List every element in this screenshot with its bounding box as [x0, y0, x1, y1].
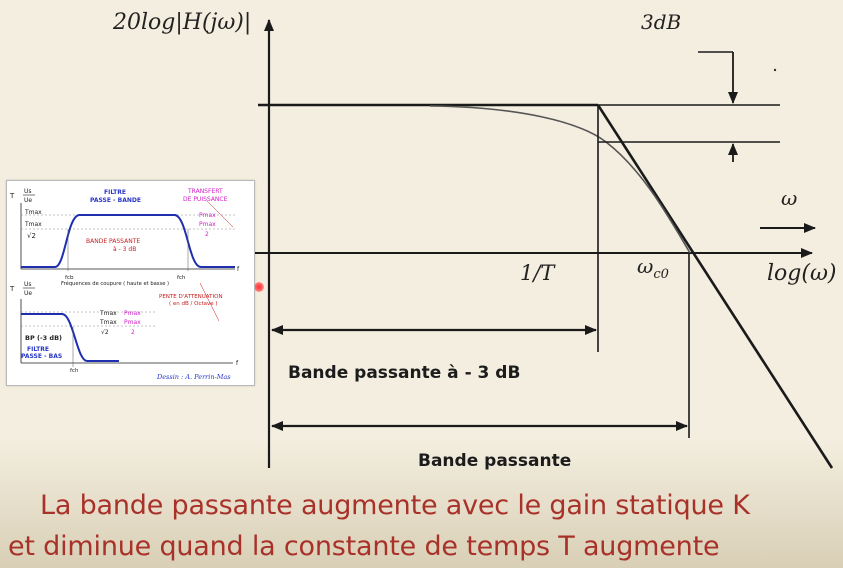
bot-tmax: Tmax: [99, 310, 117, 317]
bot-two: 2: [131, 329, 135, 336]
band-label: Bande passante: [418, 451, 571, 471]
bot-sqrt2: √2: [101, 329, 109, 336]
inset-signature: Dessin : A. Perrin-Mas: [156, 373, 231, 381]
bot-slope-1: PENTE D'ATTENUATION: [159, 294, 223, 300]
laser-pointer-dot: [254, 282, 264, 292]
top-f-axis: f: [237, 266, 240, 273]
bot-f-axis: f: [236, 360, 239, 367]
y-axis-label: 20log|H(jω)|: [112, 10, 251, 35]
background-fade: [0, 440, 843, 568]
top-t-den: Ue: [24, 197, 32, 204]
top-t-symbol: T: [9, 192, 15, 200]
top-tmax-frac: Tmax: [24, 221, 42, 228]
bot-slope-2: ( en dB / Octave ): [169, 301, 218, 307]
top-band-1: BANDE PASSANTE: [86, 238, 140, 245]
x-axis-label: log(ω): [767, 261, 836, 286]
top-transfer-2: DE PUISSANCE: [183, 196, 228, 203]
top-bandpass-curve: [21, 214, 235, 268]
top-pmax: Pmax: [199, 212, 216, 219]
top-fcb: fcb: [65, 275, 74, 281]
top-pmax-frac: Pmax: [199, 221, 216, 228]
caption-line-1: La bande passante augmente avec le gain …: [40, 490, 750, 521]
top-title-1: FILTRE: [104, 189, 126, 196]
bot-t-den: Ue: [24, 290, 32, 297]
inset-diagram: T Us Ue f FILTRE PASSE - BANDE TRANSFERT…: [9, 188, 240, 381]
breakpoint-label: 1/T: [520, 261, 556, 285]
bot-title-1: FILTRE: [27, 346, 49, 353]
inset-filter-figure: T Us Ue f FILTRE PASSE - BANDE TRANSFERT…: [6, 180, 255, 386]
small-mark: [773, 68, 777, 72]
top-band-2: à - 3 dB: [113, 246, 136, 253]
asymptote-slope: [596, 104, 834, 469]
top-title-2: PASSE - BANDE: [90, 197, 141, 204]
bot-lowpass-curve: [21, 313, 119, 362]
top-fch: fch: [177, 275, 186, 281]
band-3db-label: Bande passante à - 3 dB: [288, 363, 520, 383]
bot-fch: fch: [70, 368, 79, 374]
caption-line-2: et diminue quand la constante de temps T…: [8, 531, 720, 562]
cutoff-label-sub: c0: [653, 267, 669, 282]
top-red-diag: [206, 200, 234, 228]
bot-t-num: Us: [24, 281, 32, 288]
omega-label: ω: [781, 186, 797, 210]
bot-bp-label: BP (-3 dB): [25, 334, 62, 342]
top-two: 2: [205, 231, 209, 238]
top-transfer-1: TRANSFERT: [187, 188, 223, 195]
bot-red-diag: [199, 282, 220, 322]
top-tmax: Tmax: [24, 209, 42, 216]
real-response-curve: [429, 105, 691, 254]
top-t-num: Us: [24, 188, 32, 195]
bot-tmax-frac: Tmax: [99, 319, 117, 326]
cutoff-label-main: ω: [637, 254, 653, 278]
top-sqrt2: √2: [27, 232, 36, 240]
bot-t-symbol: T: [9, 285, 15, 293]
cutoff-label: ωc0: [637, 254, 669, 282]
top-cutoff-note: Fréquences de coupure ( haute et basse ): [61, 280, 169, 287]
bot-pmax: Pmax: [124, 310, 141, 317]
bot-title-2: PASSE - BAS: [21, 353, 62, 360]
bot-pmax-frac: Pmax: [124, 319, 141, 326]
gap-label: 3dB: [641, 10, 681, 34]
